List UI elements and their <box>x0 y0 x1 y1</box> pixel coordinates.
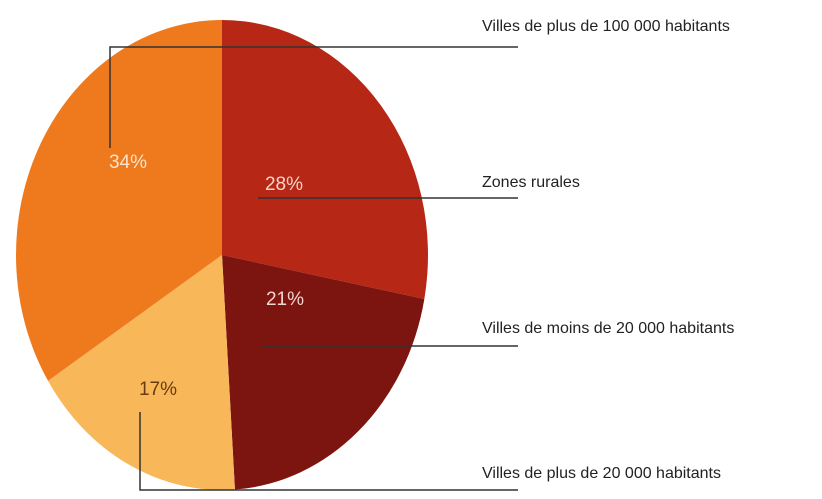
pie-slice-villes-de-plus-de-20-000-habitants <box>48 255 235 491</box>
slice-value-villes-de-plus-de-20-000-habitants: 17% <box>139 379 177 400</box>
legend-label-villes-de-moins-de-20-000-habitants: Villes de moins de 20 000 habitants <box>482 320 734 337</box>
pie-slices <box>16 20 428 491</box>
slice-value-villes-de-plus-de-100-000-habitants: 34% <box>109 152 147 173</box>
pie-slice-villes-de-moins-de-20-000-habitants <box>222 255 425 490</box>
legend: Zones rurales Villes de moins de 20 000 h… <box>482 18 734 482</box>
slice-value-villes-de-moins-de-20-000-habitants: 21% <box>266 289 304 310</box>
pie-slice-zones-rurales <box>222 20 428 300</box>
pie-slice-villes-de-plus-de-100-000-habitants <box>16 20 222 381</box>
legend-label-zones-rurales: Zones rurales <box>482 174 580 191</box>
slice-value-labels: 28% 21% 17% 34% <box>109 152 304 400</box>
leader-line-villes-de-plus-de-20-000-habitants <box>139 412 518 491</box>
leader-line-villes-de-plus-de-100-000-habitants <box>109 46 518 148</box>
slice-value-zones-rurales: 28% <box>265 174 303 195</box>
legend-label-villes-de-plus-de-100-000-habitants: Villes de plus de 100 000 habitants <box>482 18 730 35</box>
legend-label-villes-de-plus-de-20-000-habitants: Villes de plus de 20 000 habitants <box>482 465 721 482</box>
leader-lines <box>109 46 518 491</box>
